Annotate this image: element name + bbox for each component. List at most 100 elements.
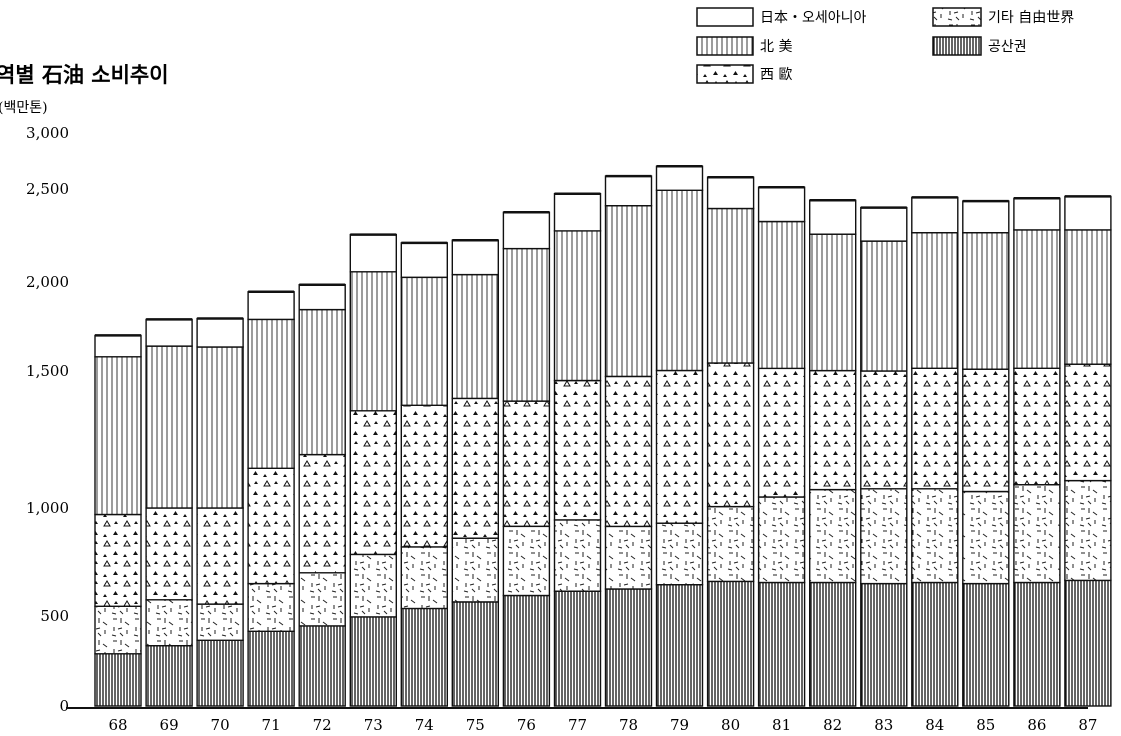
bar-segment-other-free-world — [809, 488, 857, 584]
x-tick-label: 79 — [670, 716, 689, 734]
bar-segment-western-europe — [757, 367, 806, 498]
bar-stack — [400, 241, 448, 707]
bar-segment-western-europe — [655, 369, 704, 524]
legend-item-japan-oceania: 日本・오세아니아 — [696, 7, 867, 27]
bar-stack — [349, 233, 397, 707]
bar-stack — [451, 238, 499, 707]
bar-segment-communist-bloc — [962, 582, 1010, 707]
bar-segment-communist-bloc — [809, 581, 857, 707]
bar-segment-japan-oceania — [604, 175, 653, 207]
bar-segment-communist-bloc — [196, 639, 244, 707]
bar-segment-japan-oceania — [809, 199, 857, 235]
y-tick-label: 1,000 — [26, 499, 69, 517]
bar-segment-japan-oceania — [247, 291, 295, 321]
bar-segment-japan-oceania — [1013, 197, 1061, 231]
x-tick-label: 75 — [466, 716, 485, 734]
x-tick-label: 80 — [721, 716, 740, 734]
bar-segment-communist-bloc — [860, 582, 908, 707]
bar-stack — [1064, 195, 1112, 707]
bar-segment-other-free-world — [94, 605, 142, 655]
bar-segment-other-free-world — [502, 525, 551, 597]
bar-segment-other-free-world — [451, 537, 499, 603]
bar-segment-north-america — [247, 318, 295, 469]
bar-segment-other-free-world — [145, 599, 193, 647]
bar-segment-other-free-world — [247, 582, 295, 632]
bar-segment-north-america — [196, 346, 244, 509]
bar-stack — [553, 192, 602, 707]
bar-stack — [911, 196, 959, 707]
bar-segment-north-america — [757, 220, 806, 370]
bar-segment-other-free-world — [196, 603, 244, 641]
bar-segment-western-europe — [706, 362, 755, 508]
bar-segment-japan-oceania — [706, 176, 755, 210]
legend-swatch-other-free-world — [932, 7, 982, 27]
bar-stack — [298, 283, 346, 707]
y-tick-label: 3,000 — [26, 124, 69, 142]
bar-segment-communist-bloc — [1064, 579, 1112, 707]
bar-segment-other-free-world — [400, 546, 448, 610]
x-tick-label: 86 — [1027, 716, 1046, 734]
bar-segment-western-europe — [451, 397, 499, 539]
bar-segment-north-america — [604, 204, 653, 378]
bar-segment-western-europe — [911, 367, 959, 490]
x-tick-label: 82 — [823, 716, 842, 734]
bar-segment-other-free-world — [911, 488, 959, 584]
bar-stack — [502, 211, 551, 707]
bar-segment-western-europe — [604, 375, 653, 528]
bar-segment-communist-bloc — [553, 590, 602, 707]
bar-segment-north-america — [706, 207, 755, 364]
legend-item-communist-bloc: 공산권 — [932, 36, 1027, 56]
bar-segment-japan-oceania — [860, 206, 908, 242]
bar-stack — [145, 318, 193, 707]
bars — [94, 165, 1112, 707]
bar-segment-north-america — [1064, 229, 1112, 365]
bar-stack — [860, 206, 908, 707]
legend-label-other-free-world: 기타 自由世界 — [988, 10, 1074, 26]
y-tick-label: 0 — [59, 697, 69, 715]
bar-stack — [757, 186, 806, 707]
bar-segment-other-free-world — [1064, 479, 1112, 582]
bar-segment-japan-oceania — [400, 242, 448, 278]
bar-segment-western-europe — [962, 368, 1010, 493]
bar-segment-japan-oceania — [94, 334, 142, 358]
bar-segment-other-free-world — [706, 505, 755, 583]
bar-segment-communist-bloc — [604, 588, 653, 707]
x-tick-label: 84 — [925, 716, 944, 734]
bar-segment-north-america — [962, 231, 1010, 370]
x-tick-label: 81 — [772, 716, 791, 734]
bar-segment-japan-oceania — [911, 196, 959, 234]
bar-segment-north-america — [502, 247, 551, 402]
bar-segment-japan-oceania — [349, 233, 397, 273]
y-axis-tick-labels: 0 500 1,000 1,500 2,000 2,500 3,000 — [26, 124, 69, 715]
x-tick-label: 70 — [211, 716, 230, 734]
legend-swatch-north-america — [696, 36, 754, 56]
bar-segment-japan-oceania — [962, 200, 1010, 234]
bar-segment-western-europe — [196, 507, 244, 605]
bar-segment-japan-oceania — [298, 284, 346, 311]
y-tick-label: 2,000 — [26, 273, 69, 291]
bar-segment-north-america — [553, 230, 602, 382]
legend-label-north-america: 北 美 — [760, 39, 792, 55]
bar-segment-western-europe — [860, 370, 908, 490]
bar-segment-communist-bloc — [298, 625, 346, 707]
legend-label-western-europe: 西 歐 — [760, 67, 792, 83]
legend-label-japan-oceania: 日本・오세아니아 — [760, 10, 867, 26]
bar-segment-western-europe — [1064, 363, 1112, 482]
bar-stack — [196, 317, 244, 707]
bar-segment-other-free-world — [1013, 484, 1061, 584]
legend-swatch-western-europe — [696, 64, 754, 84]
y-tick-label: 1,500 — [26, 362, 69, 380]
x-tick-label: 71 — [262, 716, 281, 734]
bar-stack — [247, 290, 295, 707]
bar-segment-japan-oceania — [553, 192, 602, 232]
x-tick-label: 87 — [1078, 716, 1097, 734]
bar-segment-north-america — [911, 231, 959, 370]
legend-item-other-free-world: 기타 自由世界 — [932, 7, 1074, 27]
bar-stack — [809, 199, 857, 707]
bar-segment-japan-oceania — [451, 239, 499, 276]
bar-stack — [94, 334, 142, 707]
x-tick-label: 72 — [313, 716, 332, 734]
bar-segment-japan-oceania — [145, 318, 193, 347]
bar-segment-other-free-world — [757, 496, 806, 584]
legend-item-north-america: 北 美 — [696, 36, 792, 56]
